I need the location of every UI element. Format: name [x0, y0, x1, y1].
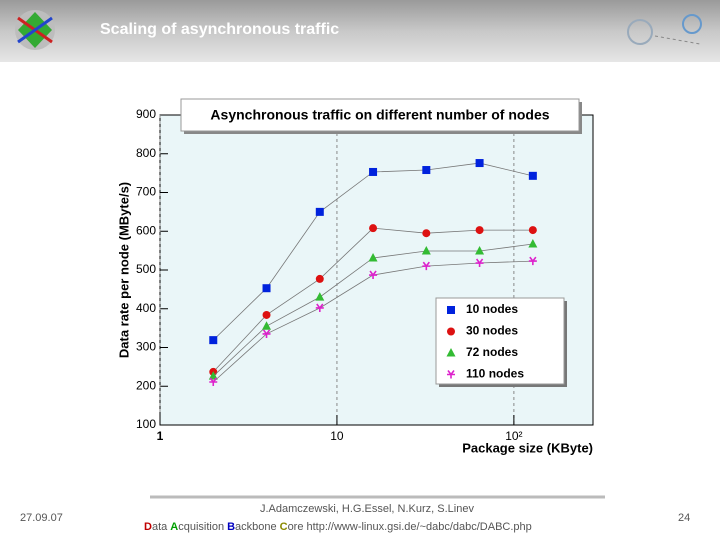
url: http://www-linux.gsi.de/~dabc/dabc/DABC.…: [306, 521, 532, 533]
header-bar: [0, 0, 720, 62]
marker: [262, 310, 271, 319]
x-tick-label: 10²: [505, 429, 522, 443]
marker: [209, 336, 218, 345]
y-tick-label: 800: [136, 146, 156, 160]
marker: [528, 256, 537, 266]
project: Data Acquisition Backbone Core http://www-li…: [144, 521, 532, 533]
x-axis-label: Package size (KByte): [462, 440, 593, 455]
legend-label: 30 nodes: [466, 324, 518, 338]
y-tick-label: 200: [136, 378, 156, 392]
project-word: Backbone: [227, 521, 277, 533]
marker: [315, 274, 324, 283]
x-tick-label: 10: [330, 429, 344, 443]
legend-label: 110 nodes: [466, 367, 524, 381]
y-axis-label: Data rate per node (MByte/s): [116, 182, 131, 358]
marker: [315, 207, 324, 216]
y-tick-label: 600: [136, 223, 156, 237]
y-tick-label: 100: [136, 417, 156, 431]
marker: [475, 258, 484, 268]
marker: [262, 321, 272, 330]
legend-marker: [447, 370, 455, 379]
marker: [421, 246, 431, 255]
marker: [369, 270, 378, 280]
project-word: Core: [279, 521, 304, 533]
legend-marker: [446, 348, 456, 357]
x-tick-label: 1: [157, 429, 164, 443]
marker: [315, 292, 325, 301]
slide-title: Scaling of asynchronous traffic: [100, 21, 339, 38]
cbm-logo: [627, 14, 702, 45]
logo: [15, 10, 55, 50]
marker: [208, 371, 218, 380]
marker: [262, 329, 271, 338]
chart-title: Asynchronous traffic on different number…: [210, 107, 549, 123]
legend-label: 10 nodes: [466, 302, 518, 316]
marker: [209, 377, 218, 386]
page-number: 24: [678, 512, 691, 524]
legend: [435, 297, 565, 385]
marker: [262, 284, 271, 293]
marker: [368, 252, 378, 262]
project-word: Data: [144, 521, 168, 533]
marker: [475, 226, 484, 235]
marker: [422, 229, 431, 238]
y-tick-label: 500: [136, 262, 156, 276]
legend-item: 72 nodes: [446, 345, 518, 359]
marker: [369, 167, 378, 176]
legend-label: 72 nodes: [466, 345, 518, 359]
legend-item: 30 nodes: [447, 324, 518, 338]
y-tick-label: 400: [136, 301, 156, 315]
marker: [528, 171, 537, 180]
marker: [422, 166, 431, 175]
legend-marker: [447, 306, 455, 314]
y-tick-label: 900: [136, 107, 156, 121]
date: 27.09.07: [20, 512, 63, 524]
marker: [475, 246, 485, 255]
marker: [422, 261, 431, 271]
marker: [475, 159, 484, 168]
legend-item: 10 nodes: [447, 302, 518, 316]
marker: [528, 239, 538, 248]
y-tick-label: 300: [136, 340, 156, 354]
authors: J.Adamczewski, H.G.Essel, N.Kurz, S.Line…: [260, 503, 474, 515]
marker: [315, 303, 324, 312]
title-box: [180, 98, 580, 132]
y-tick-label: 700: [136, 185, 156, 199]
project-word: Acquisition: [170, 521, 225, 533]
marker: [528, 226, 537, 235]
legend-marker: [447, 327, 455, 336]
marker: [369, 224, 378, 233]
legend-item: 110 nodes: [447, 367, 524, 381]
